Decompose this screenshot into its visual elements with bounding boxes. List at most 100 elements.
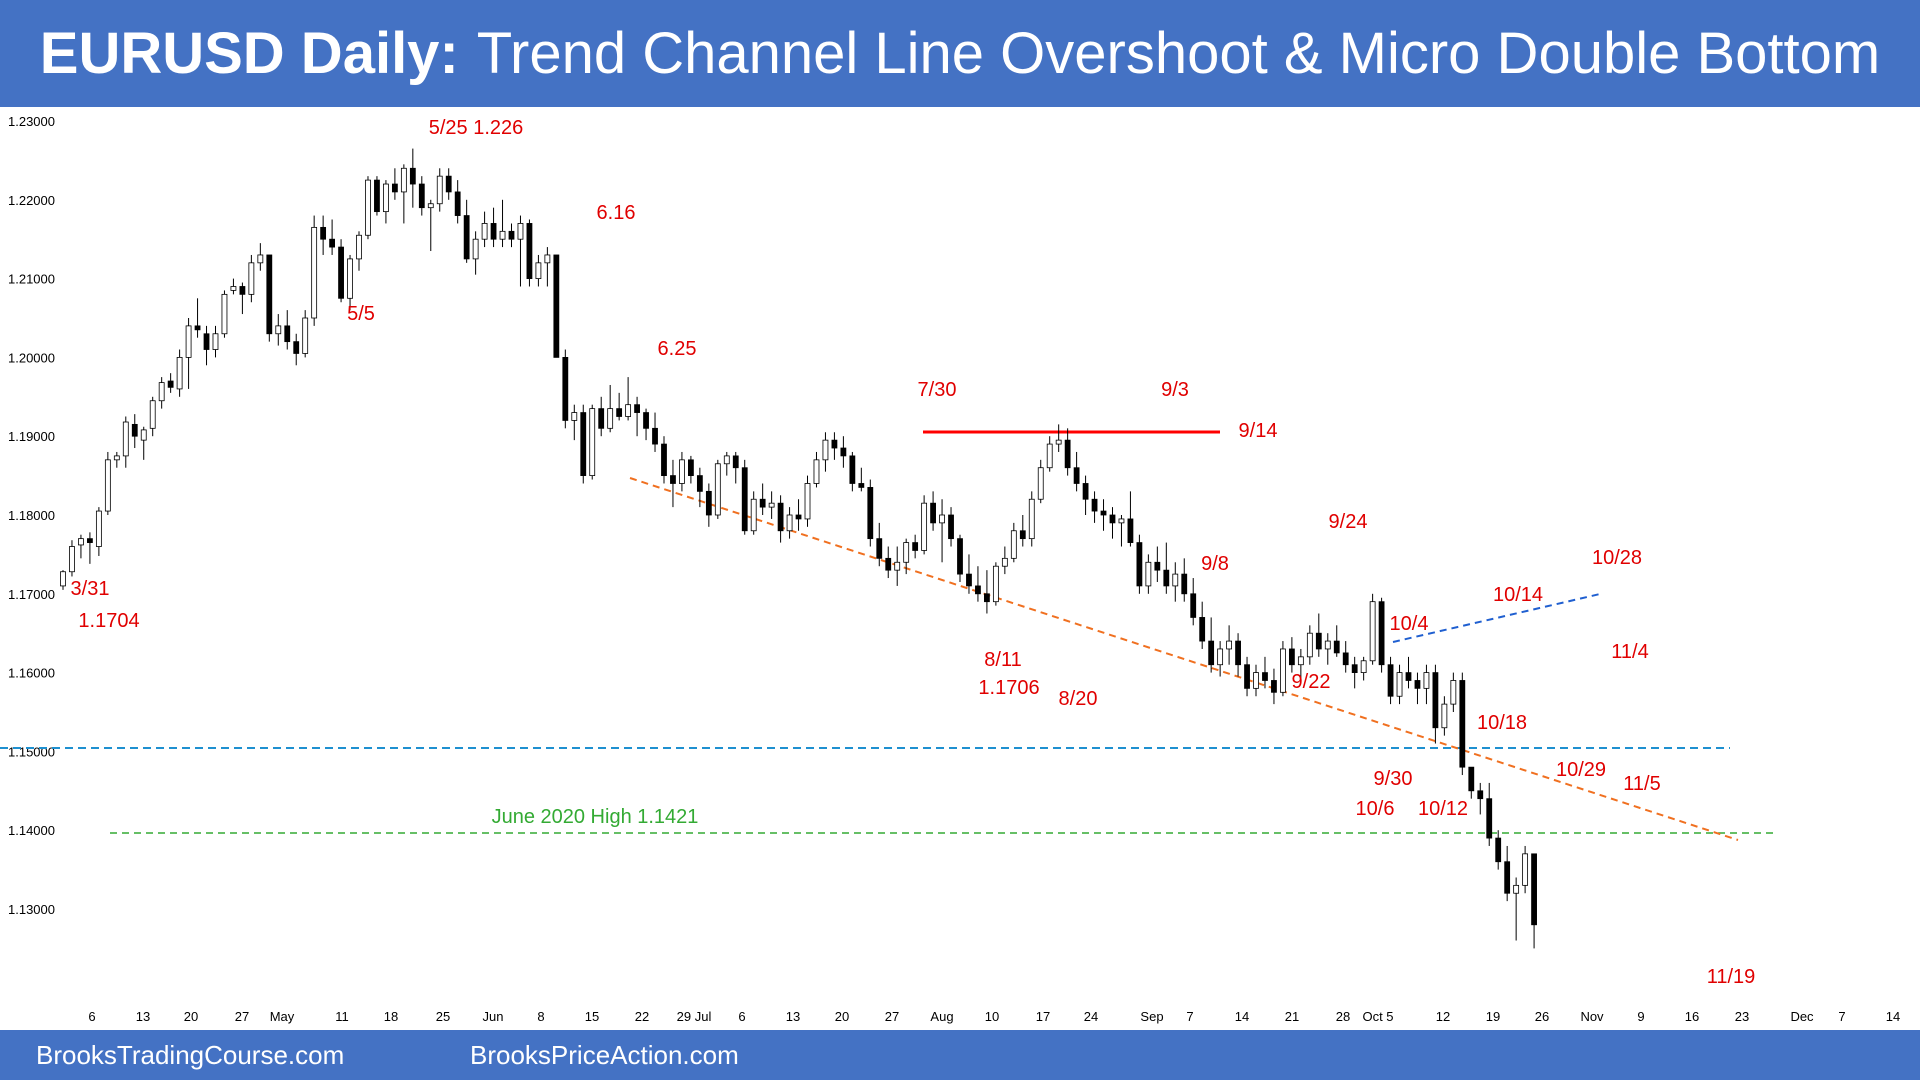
bear-candle: [858, 483, 865, 488]
bull-candle: [113, 455, 120, 461]
bear-candle: [526, 223, 533, 280]
x-tick-label: 23: [1735, 1009, 1749, 1024]
chart-title: EURUSD Daily: Trend Channel Line Oversho…: [0, 0, 1920, 107]
price-annotation: 5/5: [347, 303, 375, 325]
bull-candle: [679, 459, 685, 484]
footer-left-link[interactable]: BrooksTradingCourse.com: [36, 1040, 345, 1070]
x-tick-label: 12: [1436, 1009, 1450, 1024]
price-annotation: 9/8: [1201, 553, 1229, 575]
price-annotation: 10/6: [1356, 798, 1395, 820]
bull-candle: [1010, 530, 1017, 559]
bear-candle: [1378, 601, 1385, 666]
bull-candle: [1280, 648, 1286, 693]
bear-candle: [1531, 853, 1537, 926]
bear-candle: [463, 215, 470, 260]
price-annotation: 9/30: [1374, 768, 1413, 790]
bull-candle: [822, 439, 829, 461]
bear-candle: [1468, 766, 1475, 792]
bear-candle: [1495, 837, 1502, 863]
bull-candle: [248, 262, 255, 295]
bull-candle: [221, 293, 228, 335]
x-tick-label: 11: [335, 1009, 349, 1024]
bear-candle: [930, 502, 936, 524]
bull-candle: [750, 498, 757, 532]
bull-candle: [607, 408, 614, 429]
price-annotation: 11/19: [1707, 966, 1756, 988]
bull-candle: [571, 412, 578, 421]
y-axis: 1.13000 1.14000 1.15000 1.16000 1.17000 1.180…: [8, 114, 55, 917]
bear-candle: [1459, 680, 1466, 768]
bear-candle: [1190, 593, 1197, 618]
bull-candle: [311, 226, 318, 319]
bull-candle: [230, 286, 237, 291]
footer-right-link[interactable]: BrooksPriceAction.com: [470, 1040, 739, 1070]
bear-candle: [167, 380, 174, 388]
y-tick-label: 1.15000: [8, 744, 55, 759]
bull-candle: [517, 223, 524, 240]
bull-candle: [723, 455, 730, 465]
bull-candle: [921, 502, 928, 551]
bull-candle: [95, 510, 102, 547]
y-tick-label: 1.18000: [8, 508, 55, 523]
bear-candle: [634, 404, 640, 413]
bull-candle: [1441, 703, 1448, 729]
bear-candle: [1414, 680, 1421, 689]
bear-candle: [1486, 798, 1493, 839]
bull-candle: [1513, 884, 1520, 894]
price-annotation: 6.16: [597, 202, 636, 224]
bear-candle: [329, 238, 336, 248]
bull-candle: [1037, 467, 1044, 500]
bull-candle: [813, 459, 820, 484]
bear-candle: [1208, 640, 1215, 666]
bear-candle: [87, 538, 93, 543]
bear-candle: [239, 286, 246, 295]
price-annotation: 3/31: [71, 578, 110, 600]
bear-candle: [203, 333, 210, 350]
reference-lines: [0, 430, 1773, 841]
bull-candle: [1450, 680, 1457, 705]
bear-candle: [849, 455, 856, 484]
x-tick-label: 27: [885, 1009, 899, 1024]
x-tick-label: Dec: [1790, 1009, 1814, 1024]
bull-candle: [714, 463, 721, 516]
bull-candle: [383, 183, 389, 213]
bear-candle: [777, 502, 784, 532]
price-annotation: 1.1706: [978, 677, 1039, 699]
x-tick-label: 27: [235, 1009, 249, 1024]
bear-candle: [652, 427, 658, 445]
x-tick-label: Nov: [1580, 1009, 1604, 1024]
bear-candle: [867, 487, 874, 540]
bear-candle: [1127, 518, 1134, 543]
bear-candle: [759, 498, 766, 508]
x-tick-label: 25: [436, 1009, 450, 1024]
x-tick-label: Oct 5: [1362, 1009, 1393, 1024]
bear-candle: [1199, 617, 1206, 642]
x-tick-label: 29 Jul: [677, 1009, 712, 1024]
bear-candle: [1154, 561, 1161, 571]
x-tick-label: 24: [1084, 1009, 1098, 1024]
x-tick-label: 14: [1235, 1009, 1249, 1024]
x-tick-label: 10: [985, 1009, 999, 1024]
bull-candle: [69, 546, 75, 573]
bull-candle: [149, 400, 156, 429]
x-tick-label: 20: [835, 1009, 849, 1024]
bear-candle: [840, 447, 847, 457]
bear-candle: [661, 443, 667, 476]
bull-candle: [786, 514, 793, 532]
bear-candle: [705, 490, 712, 516]
bull-candle: [1028, 498, 1035, 540]
bull-candle: [1001, 557, 1008, 567]
bear-candle: [1333, 640, 1340, 654]
x-tick-label: 6: [88, 1009, 95, 1024]
x-tick-label: 21: [1285, 1009, 1299, 1024]
price-annotation: 10/12: [1418, 798, 1468, 820]
bull-candle: [589, 408, 596, 476]
bear-candle: [885, 557, 892, 571]
bear-candle: [948, 514, 954, 540]
y-tick-label: 1.23000: [8, 114, 55, 129]
bull-candle: [212, 333, 219, 350]
x-tick-label: 26: [1535, 1009, 1549, 1024]
bull-candle: [894, 561, 901, 571]
bull-candle: [1145, 561, 1152, 587]
price-annotation: 9/3: [1161, 379, 1189, 401]
